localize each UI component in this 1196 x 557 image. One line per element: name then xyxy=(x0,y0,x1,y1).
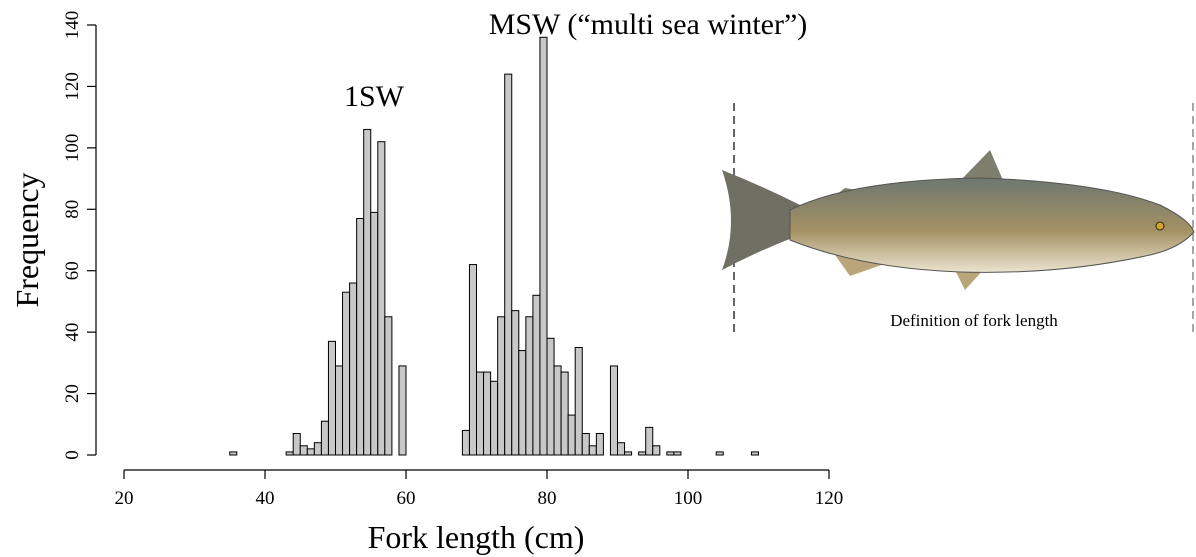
bar xyxy=(674,452,681,455)
fish-eye xyxy=(1156,222,1164,230)
x-tick-label: 20 xyxy=(115,488,134,509)
y-tick-label: 0 xyxy=(62,450,83,460)
bar xyxy=(561,372,568,455)
bar xyxy=(610,366,617,455)
bar xyxy=(498,317,505,455)
bar xyxy=(625,452,632,455)
bar xyxy=(618,443,625,455)
bar xyxy=(321,421,328,455)
x-tick-label: 40 xyxy=(256,488,275,509)
fish-body xyxy=(790,178,1194,272)
y-tick-label: 140 xyxy=(62,11,83,40)
bar xyxy=(505,74,512,455)
chart: Definition of fork length MSW (“multi se… xyxy=(0,0,1196,557)
x-tick-label: 60 xyxy=(397,488,416,509)
bar xyxy=(293,434,300,456)
bar xyxy=(371,212,378,455)
bar xyxy=(589,446,596,455)
bar xyxy=(484,372,491,455)
bar xyxy=(399,366,406,455)
bar xyxy=(667,452,674,455)
bar xyxy=(653,446,660,455)
bar xyxy=(582,434,589,456)
y-tick-label: 80 xyxy=(62,200,83,219)
bar xyxy=(646,427,653,455)
bar xyxy=(596,434,603,456)
fish-illustration xyxy=(722,103,1194,335)
x-tick-label: 80 xyxy=(538,488,557,509)
bar xyxy=(540,37,547,455)
bar xyxy=(336,366,343,455)
annotation: 1SW xyxy=(344,80,405,113)
x-tick-label: 120 xyxy=(815,488,844,509)
bar xyxy=(385,317,392,455)
fish-tail xyxy=(722,170,800,270)
caption: Definition of fork length xyxy=(890,311,1058,330)
bar xyxy=(378,142,385,455)
bar xyxy=(314,443,321,455)
bar xyxy=(491,381,498,455)
x-tick-label: 100 xyxy=(674,488,703,509)
y-axis-label: Frequency xyxy=(9,172,45,307)
bar xyxy=(526,317,533,455)
bar xyxy=(469,265,476,455)
y-tick-label: 100 xyxy=(62,134,83,163)
bar xyxy=(357,219,364,456)
bar xyxy=(512,311,519,455)
bar xyxy=(716,452,723,455)
y-tick-label: 40 xyxy=(62,323,83,342)
bar xyxy=(300,446,307,455)
y-tick-label: 20 xyxy=(62,384,83,403)
bar xyxy=(477,372,484,455)
bar xyxy=(568,415,575,455)
page: Definition of fork length MSW (“multi se… xyxy=(0,0,1196,557)
y-tick-label: 60 xyxy=(62,261,83,280)
bar xyxy=(350,283,357,455)
x-axis-label: Fork length (cm) xyxy=(368,519,585,555)
bar xyxy=(462,430,469,455)
bar xyxy=(343,292,350,455)
y-tick-label: 120 xyxy=(62,72,83,101)
bar xyxy=(364,129,371,455)
bar xyxy=(230,452,237,455)
bar xyxy=(286,452,293,455)
bar xyxy=(639,452,646,455)
bar xyxy=(554,366,561,455)
bar xyxy=(751,452,758,455)
bar xyxy=(547,338,554,455)
bar xyxy=(575,348,582,456)
bar xyxy=(328,341,335,455)
bar xyxy=(307,449,314,455)
bar xyxy=(519,351,526,455)
chart-title: MSW (“multi sea winter”) xyxy=(489,8,808,41)
bar xyxy=(533,295,540,455)
